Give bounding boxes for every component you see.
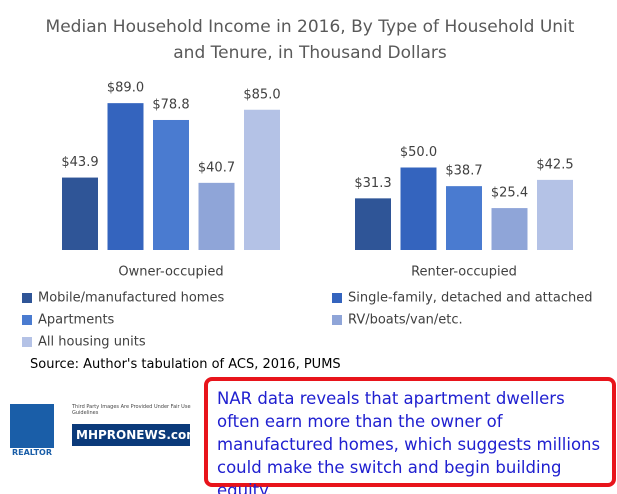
legend-label: Apartments xyxy=(38,313,115,328)
mhpronews-name: MHPRONEWS.com xyxy=(72,424,199,446)
chart: Owner-occupied $43.9 $89.0 $78.8 $40.7 $85.0 R… xyxy=(22,81,592,350)
data-label: $38.7 xyxy=(445,164,482,179)
data-label: $43.9 xyxy=(61,155,98,170)
data-label: $89.0 xyxy=(107,81,144,96)
realtor-logo: REALTOR xyxy=(8,404,56,462)
legend-swatch xyxy=(22,337,32,347)
realtor-text: REALTOR xyxy=(11,448,52,457)
data-label: $85.0 xyxy=(243,87,280,102)
bar xyxy=(491,208,528,250)
bar xyxy=(198,182,235,250)
bar xyxy=(537,179,573,250)
data-label: $50.0 xyxy=(400,145,437,160)
source-note: Source: Author's tabulation of ACS, 2016… xyxy=(30,357,341,372)
legend-swatch xyxy=(332,315,342,325)
legend-swatch xyxy=(22,315,32,325)
x-tick-label: Renter-occupied xyxy=(411,265,517,280)
bar xyxy=(400,167,437,250)
bar xyxy=(107,103,144,251)
legend-label: Mobile/manufactured homes xyxy=(38,291,224,306)
bar xyxy=(446,186,482,250)
mhpronews-logo: Third Party Images Are Provided Under Fa… xyxy=(72,404,200,446)
callout: NAR data reveals that apartment dwellers… xyxy=(204,377,616,494)
legend-swatch xyxy=(22,293,32,303)
data-label: $25.4 xyxy=(491,186,528,201)
bar xyxy=(62,177,98,250)
data-label: $31.3 xyxy=(354,176,391,191)
legend-label: All housing units xyxy=(38,335,146,350)
bar xyxy=(153,119,189,250)
chart-title: Median Household Income in 2016, By Type… xyxy=(45,17,575,63)
bar xyxy=(355,198,391,250)
data-label: $78.8 xyxy=(152,97,189,112)
disclaimer: Third Party Images Are Provided Under Fa… xyxy=(72,404,191,416)
x-tick-label: Owner-occupied xyxy=(118,265,223,280)
legend-swatch xyxy=(332,293,342,303)
data-label: $42.5 xyxy=(536,157,573,172)
legend-label: RV/boats/van/etc. xyxy=(348,313,463,328)
data-label: $40.7 xyxy=(198,160,235,175)
bar xyxy=(244,109,280,250)
realtor-mark xyxy=(10,404,54,448)
legend-label: Single-family, detached and attached xyxy=(348,291,592,306)
